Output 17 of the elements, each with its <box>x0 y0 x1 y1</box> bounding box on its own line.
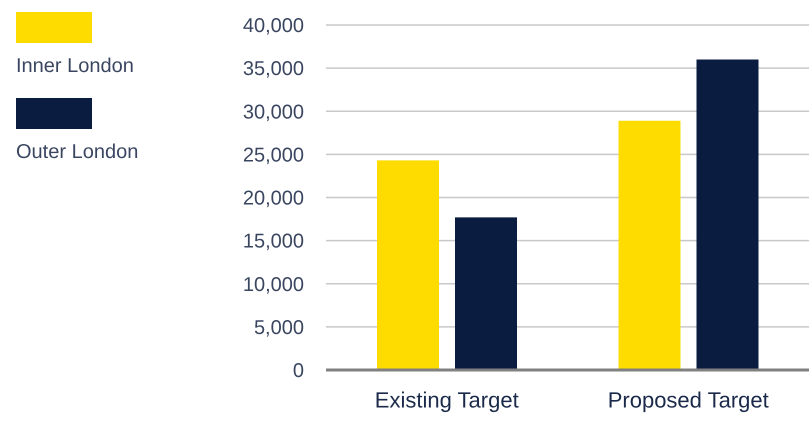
y-tick-label: 10,000 <box>242 274 304 296</box>
bar <box>455 217 517 370</box>
y-tick-label: 0 <box>292 360 304 382</box>
legend-label: Outer London <box>16 141 140 164</box>
bar <box>696 60 758 370</box>
y-tick-label: 15,000 <box>242 230 304 253</box>
y-tick-label: 30,000 <box>242 101 304 124</box>
y-tick-label: 40,000 <box>242 15 304 38</box>
y-tick-label: 25,000 <box>242 144 304 166</box>
legend-label: Inner London <box>16 55 135 78</box>
x-tick-label: Proposed Target <box>608 388 769 413</box>
y-tick-label: 20,000 <box>242 188 304 210</box>
x-tick-label: Existing Target <box>374 388 519 413</box>
y-tick-label: 5,000 <box>254 316 304 339</box>
y-tick-label: 35,000 <box>242 58 304 80</box>
bar <box>377 160 439 370</box>
bar <box>618 120 680 370</box>
